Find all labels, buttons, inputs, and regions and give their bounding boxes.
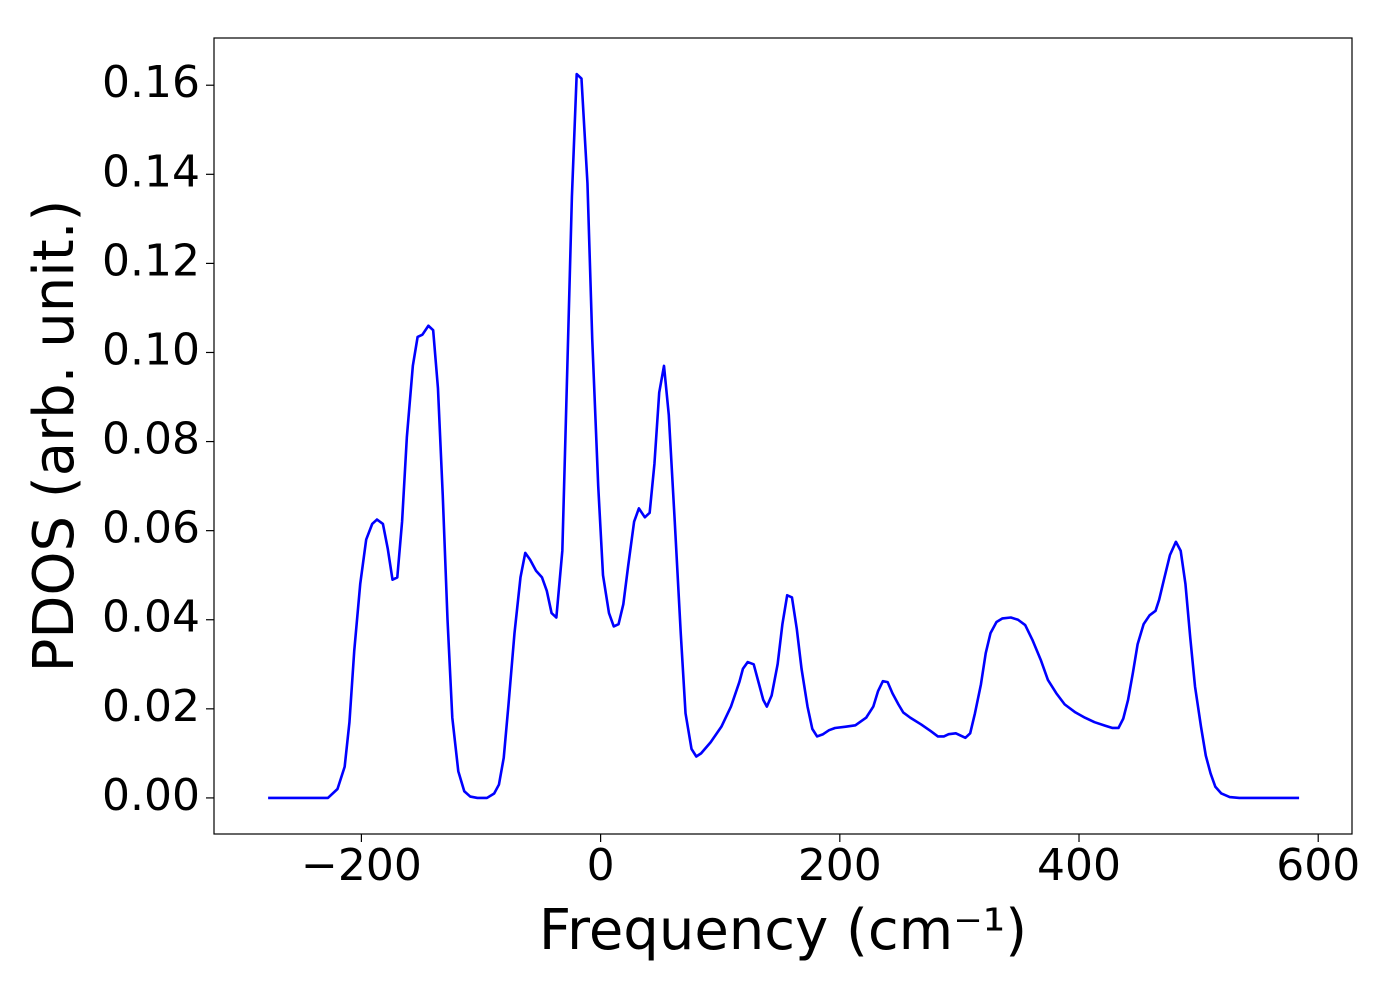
x-tick-label: 0 <box>587 840 615 891</box>
y-tick-label: 0.00 <box>102 770 200 821</box>
y-tick-label: 0.04 <box>102 592 200 643</box>
y-tick-label: 0.16 <box>102 57 200 108</box>
y-tick-label: 0.02 <box>102 681 200 732</box>
x-axis-label: Frequency (cm⁻¹) <box>539 898 1027 963</box>
x-tick-label: 200 <box>798 840 882 891</box>
x-tick-label: 400 <box>1037 840 1121 891</box>
y-tick-label: 0.08 <box>102 414 200 465</box>
x-tick-label: 600 <box>1276 840 1360 891</box>
y-tick-label: 0.14 <box>102 146 200 197</box>
x-tick-label: −200 <box>301 840 422 891</box>
line <box>268 72 1300 800</box>
y-axis-label: PDOS (arb. unit.) <box>22 200 87 673</box>
y-tick-label: 0.12 <box>102 235 200 286</box>
plot-frame <box>213 37 1353 835</box>
y-tick-label: 0.10 <box>102 324 200 375</box>
y-tick-label: 0.06 <box>102 503 200 554</box>
